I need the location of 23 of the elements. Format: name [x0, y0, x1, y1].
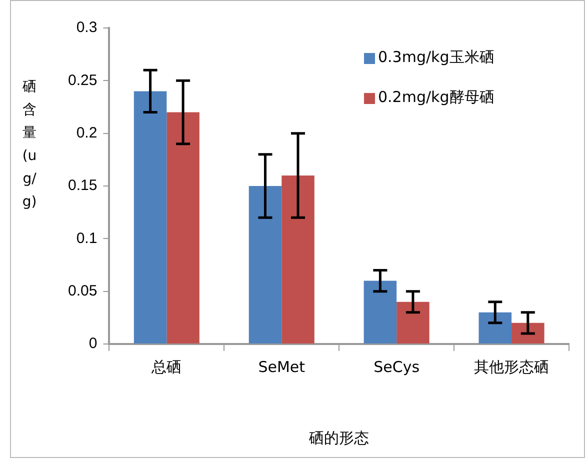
bar — [282, 175, 314, 344]
legend-label: 0.2mg/kg酵母硒 — [378, 88, 494, 106]
x-tick-label: 其他形态硒 — [474, 358, 550, 376]
legend-label: 0.3mg/kg玉米硒 — [378, 48, 494, 66]
y-tick-label: 0.05 — [68, 282, 98, 300]
y-axis-title: 硒含量(ug/g) — [22, 78, 37, 212]
y-tick-label: 0.1 — [76, 230, 98, 247]
bar — [248, 186, 282, 344]
y-tick-label: 0.2 — [76, 124, 98, 142]
bar — [512, 322, 544, 344]
y-tick-label: 0.15 — [68, 177, 98, 194]
y-tick-label: 0 — [88, 335, 98, 352]
x-tick-label: 总硒 — [150, 358, 182, 376]
x-tick-label: SeMet — [258, 358, 306, 376]
bar — [166, 112, 200, 344]
bar — [134, 91, 167, 344]
x-tick-label: SeCys — [374, 358, 420, 376]
bar — [364, 280, 397, 344]
y-tick-label: 0.25 — [68, 72, 98, 89]
y-tick-label: 0.3 — [76, 19, 98, 36]
x-axis-title: 硒的形态 — [308, 428, 370, 447]
bar — [396, 302, 430, 344]
bar — [478, 312, 512, 344]
